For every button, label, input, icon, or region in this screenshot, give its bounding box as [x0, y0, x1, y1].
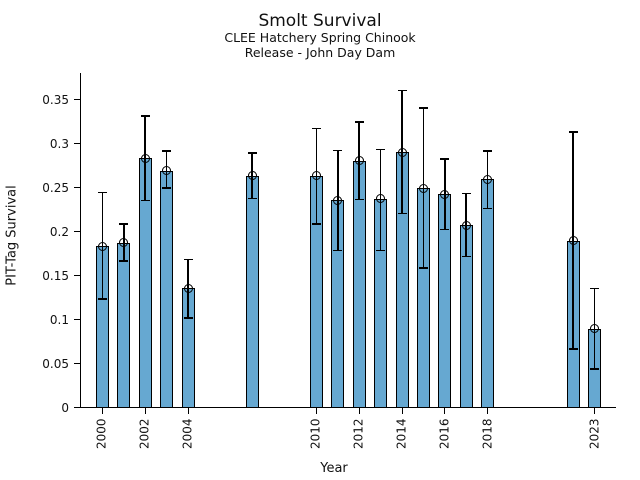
- error-bar-cap-bottom-2007: [247, 197, 257, 200]
- error-bar-cap-top-2007: [247, 152, 257, 154]
- bar-2003: [160, 170, 174, 407]
- error-bar-cap-bottom-2012: [354, 198, 364, 201]
- y-tick-mark: [74, 319, 80, 321]
- y-tick-label: 0: [61, 400, 69, 415]
- error-bar-cap-top-2016: [440, 158, 450, 160]
- chart-title: Smolt Survival: [258, 11, 382, 31]
- data-point-marker-2010: [311, 171, 321, 181]
- error-bar-cap-bottom-2003: [162, 187, 172, 189]
- y-tick-label: 0.15: [42, 268, 69, 283]
- error-bar-cap-bottom-2002: [140, 199, 150, 202]
- y-tick-mark: [74, 231, 80, 233]
- x-tick-mark: [144, 408, 146, 414]
- x-tick-mark: [358, 408, 360, 414]
- error-bar-cap-top-2012: [354, 121, 364, 123]
- x-tick-mark: [444, 408, 446, 414]
- chart-subtitle-line2: Release - John Day Dam: [244, 44, 396, 60]
- error-bar-cap-top-2017: [461, 192, 471, 195]
- x-tick-mark: [401, 408, 403, 414]
- error-bar-cap-bottom-2013: [376, 249, 386, 252]
- x-tick-label: 2010: [308, 418, 323, 449]
- x-tick-label: 2014: [394, 418, 409, 449]
- chart-subtitle: CLEE Hatchery Spring Chinook Release - J…: [0, 30, 640, 60]
- bar-2018: [481, 179, 495, 407]
- y-tick-label: 0.05: [42, 356, 69, 371]
- error-bar-cap-top-2022: [568, 131, 578, 133]
- data-point-marker-2023: [590, 324, 600, 334]
- error-bar-cap-bottom-2017: [461, 255, 471, 258]
- y-tick-mark: [74, 99, 80, 101]
- error-bar-cap-top-2001: [119, 223, 129, 225]
- bar-2001: [117, 242, 131, 407]
- data-point-marker-2022: [568, 236, 578, 246]
- error-bar-cap-top-2003: [162, 150, 172, 152]
- y-tick-label: 0.25: [42, 180, 69, 195]
- error-bar-cap-bottom-2016: [440, 228, 450, 231]
- x-tick-label: 2023: [587, 418, 602, 449]
- error-bar-cap-bottom-2015: [418, 267, 428, 269]
- error-bar-cap-bottom-2023: [590, 368, 600, 370]
- x-tick-mark: [594, 408, 596, 414]
- data-point-marker-2015: [418, 183, 428, 193]
- error-bar-cap-bottom-2001: [119, 260, 129, 262]
- y-tick-mark: [74, 143, 80, 145]
- x-tick-mark: [187, 408, 189, 414]
- error-bar-cap-bottom-2010: [311, 223, 321, 225]
- data-point-marker-2004: [183, 283, 193, 293]
- error-bar-cap-bottom-2022: [568, 348, 578, 350]
- error-bar-cap-bottom-2011: [333, 249, 343, 252]
- x-tick-label: 2016: [437, 418, 452, 449]
- x-tick-mark: [101, 408, 103, 414]
- x-tick-label: 2000: [94, 418, 109, 449]
- y-tick-mark: [74, 275, 80, 277]
- y-tick-mark: [74, 407, 80, 408]
- error-bar-cap-top-2013: [376, 148, 386, 151]
- data-point-marker-2016: [440, 189, 450, 199]
- x-tick-label: 2004: [180, 418, 195, 449]
- y-axis-label: PIT-Tag Survival: [4, 185, 20, 286]
- error-bar-cap-top-2000: [97, 191, 107, 194]
- error-bar-cap-bottom-2000: [97, 298, 107, 300]
- x-tick-label: 2002: [137, 418, 152, 449]
- data-point-marker-2001: [119, 238, 129, 248]
- error-bar-cap-bottom-2014: [397, 212, 407, 215]
- error-bar-cap-top-2015: [418, 107, 428, 109]
- y-tick-label: 0.2: [49, 224, 69, 239]
- error-bar-cap-top-2004: [183, 258, 193, 261]
- x-tick-mark: [315, 408, 317, 414]
- x-tick-mark: [487, 408, 489, 414]
- chart-subtitle-line1: CLEE Hatchery Spring Chinook: [224, 30, 416, 45]
- error-bar-cap-top-2018: [483, 150, 493, 152]
- data-point-marker-2000: [97, 241, 107, 251]
- error-bar-cap-bottom-2018: [483, 207, 493, 210]
- data-point-marker-2014: [397, 147, 407, 157]
- data-point-marker-2003: [162, 166, 172, 176]
- error-bar-cap-top-2002: [140, 115, 150, 117]
- data-point-marker-2002: [140, 153, 150, 163]
- x-axis-spine: [80, 407, 616, 408]
- y-tick-label: 0.35: [42, 92, 69, 107]
- x-tick-label: 2018: [480, 418, 495, 449]
- y-tick-mark: [74, 187, 80, 189]
- bar-2007: [245, 175, 259, 407]
- error-bar-cap-top-2011: [333, 149, 343, 152]
- error-bar-cap-top-2010: [311, 127, 321, 130]
- error-bar-cap-top-2023: [590, 287, 600, 290]
- x-axis-label: Year: [320, 461, 348, 476]
- y-tick-label: 0.3: [49, 136, 69, 151]
- data-point-marker-2011: [333, 195, 343, 205]
- data-point-marker-2012: [354, 156, 364, 166]
- y-tick-label: 0.1: [49, 312, 69, 327]
- data-point-marker-2018: [483, 174, 493, 184]
- error-bar-cap-bottom-2004: [183, 317, 193, 319]
- data-point-marker-2007: [247, 171, 257, 181]
- y-axis-spine: [80, 73, 81, 407]
- data-point-marker-2013: [376, 194, 386, 204]
- error-bar-cap-top-2014: [397, 89, 407, 92]
- data-point-marker-2017: [461, 220, 471, 230]
- y-tick-mark: [74, 363, 80, 365]
- x-tick-label: 2012: [351, 418, 366, 449]
